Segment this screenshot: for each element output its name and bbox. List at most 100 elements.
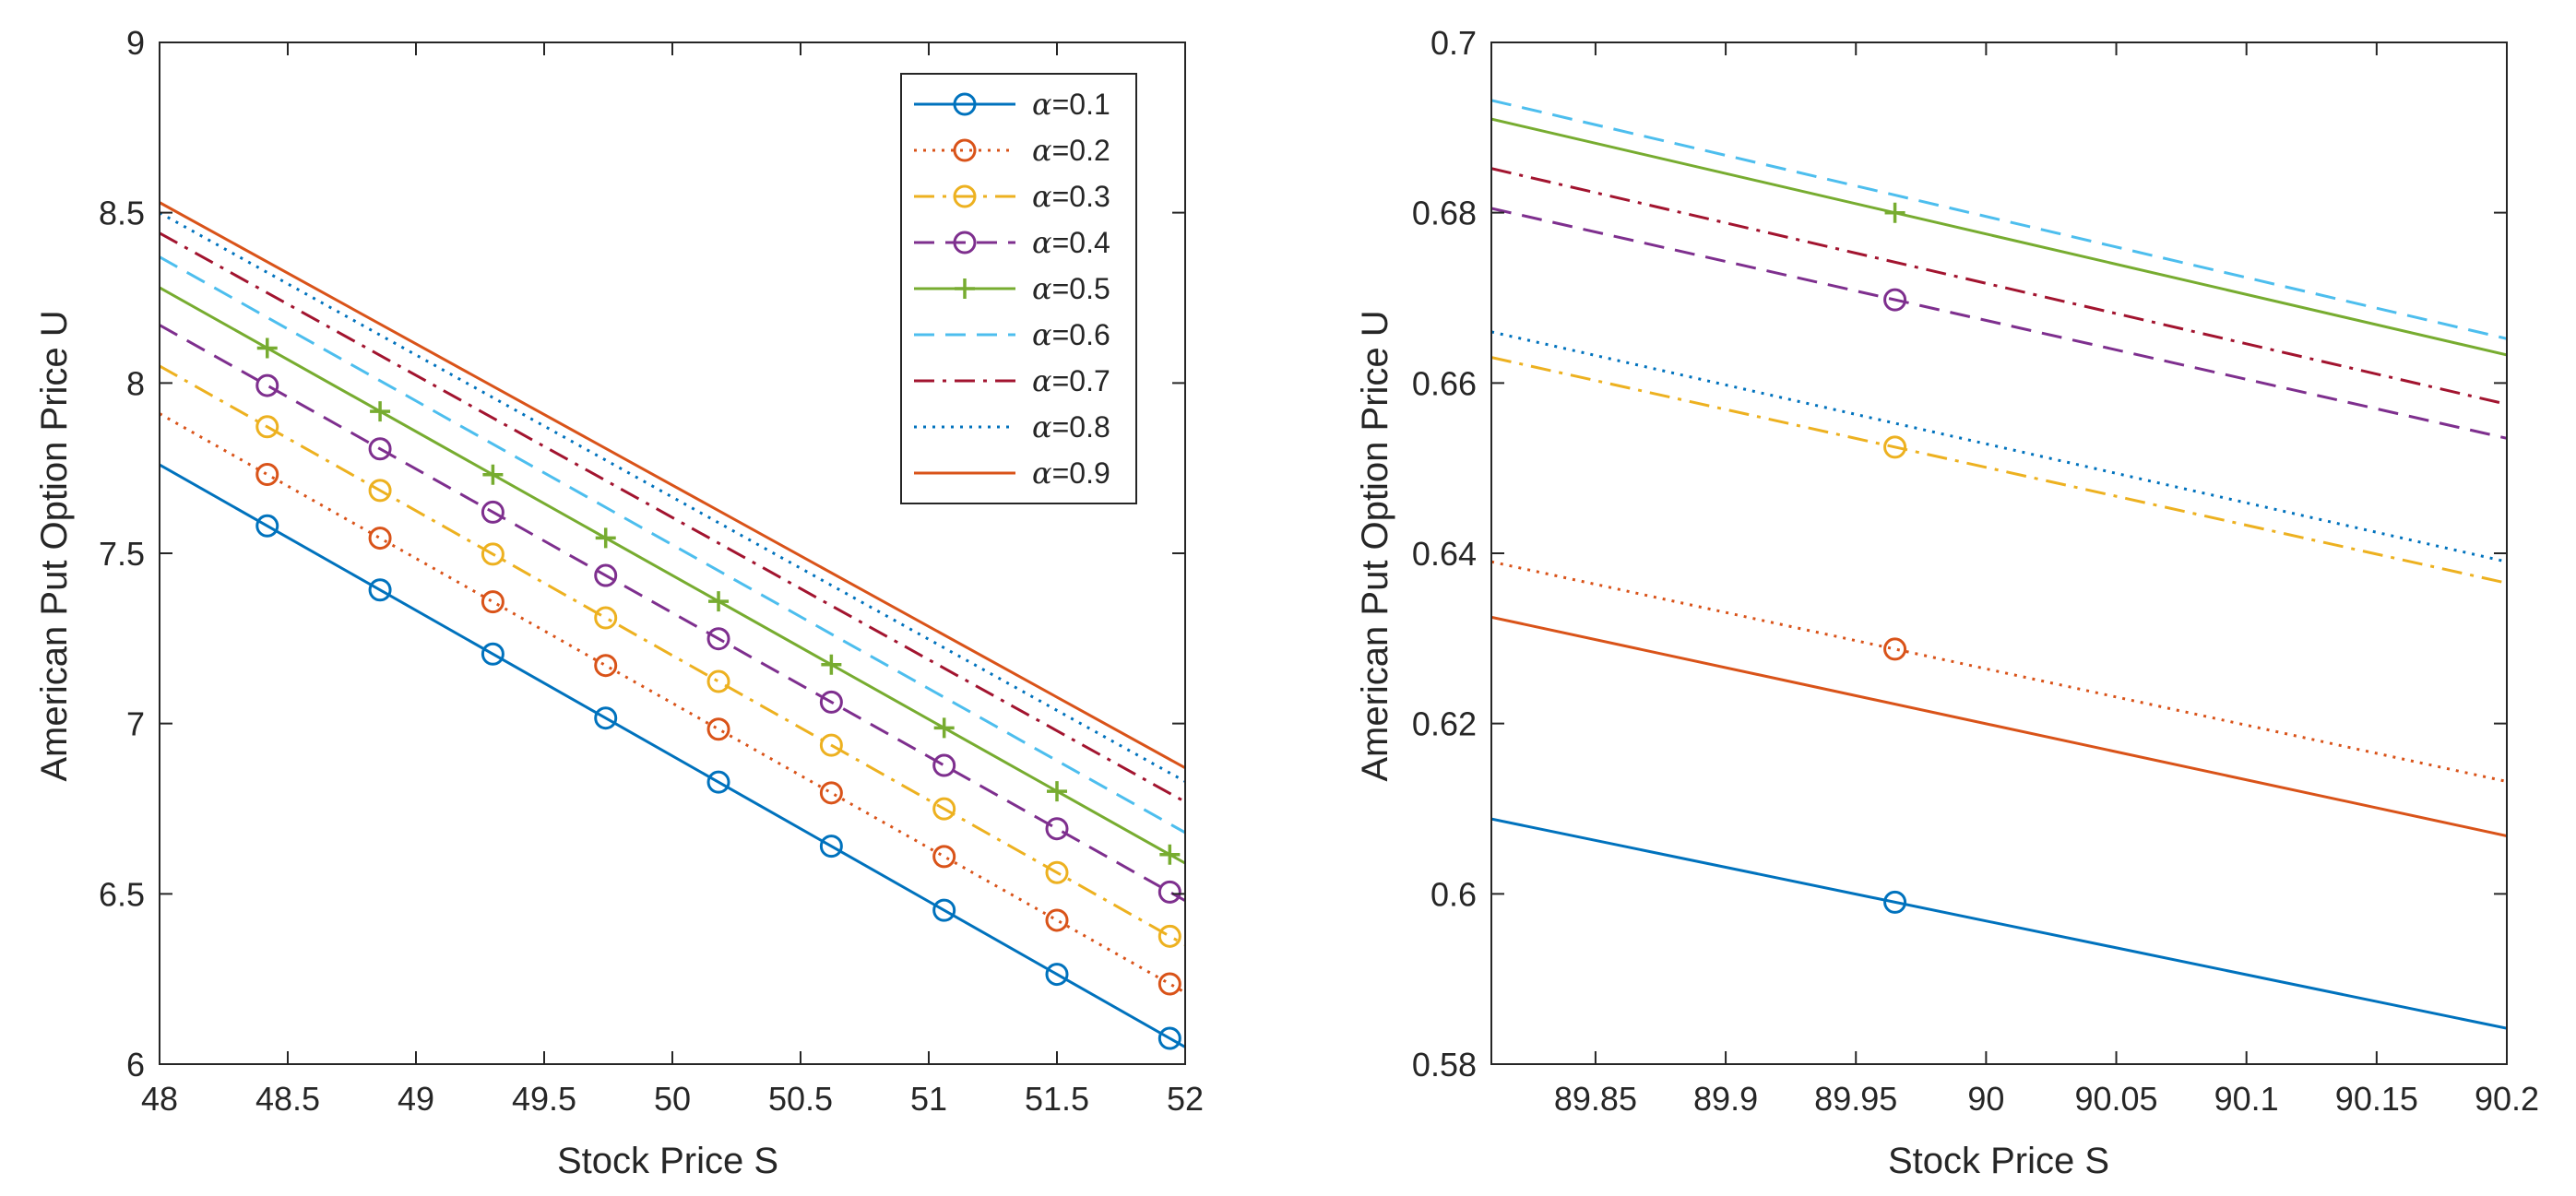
left-series-2-marker — [706, 717, 730, 741]
left-series-1-marker — [255, 514, 279, 538]
left-y-tick-label: 7.5 — [99, 535, 145, 573]
left-series-4-marker — [932, 753, 956, 777]
left-series-5-marker — [1159, 844, 1181, 865]
right-series-line-9 — [1491, 615, 2507, 837]
right-x-tick-label: 90.2 — [2475, 1080, 2539, 1118]
right-x-tick-label: 89.95 — [1814, 1080, 1897, 1118]
left-x-tick-label: 50 — [654, 1080, 691, 1118]
left-series-5-marker — [370, 401, 391, 422]
left-y-tick-label: 6 — [126, 1046, 145, 1084]
left-series-line-6 — [160, 255, 1185, 835]
legend-label-8: α=0.8 — [1032, 409, 1110, 444]
legend-marker-2 — [953, 138, 977, 162]
right-series-3-marker — [1883, 435, 1907, 459]
left-series-line-7 — [160, 231, 1185, 803]
left-series-1-marker — [1157, 1026, 1181, 1050]
right-chart-panel: 89.85 89.9 89.95 90 90.05 90.1 90.15 90.2 0.58 0.… — [1355, 24, 2539, 1181]
left-series-2-marker — [819, 781, 843, 805]
right-x-tick-label: 90.1 — [2214, 1080, 2279, 1118]
left-series-4-marker — [1045, 817, 1069, 841]
right-plot-area — [1491, 42, 2507, 1064]
left-series-line-1 — [160, 463, 1185, 1048]
right-series-line-4 — [1491, 207, 2507, 440]
right-x-tick-label: 90 — [1967, 1080, 2004, 1118]
right-series-line-1 — [1491, 817, 2507, 1030]
left-series-3-marker — [1045, 860, 1069, 884]
left-series-2-marker — [1157, 972, 1181, 996]
right-y-tick-label: 0.64 — [1412, 535, 1477, 573]
right-series-line-3 — [1491, 356, 2507, 585]
left-series-3-marker — [1157, 924, 1181, 948]
right-series-line-6 — [1491, 99, 2507, 340]
right-series-2-marker — [1883, 637, 1907, 661]
left-x-tick-label: 49 — [398, 1080, 434, 1118]
right-y-tick-label: 0.58 — [1412, 1046, 1477, 1084]
right-y-axis-label: American Put Option Price U — [1355, 310, 1395, 781]
right-x-axis-label: Stock Price S — [1888, 1141, 2109, 1181]
left-series-3-marker — [819, 733, 843, 757]
left-series-1-marker — [594, 706, 618, 730]
left-series-line-9 — [160, 201, 1185, 770]
legend-marker-3 — [953, 184, 977, 208]
left-y-tick-label: 7 — [126, 705, 145, 743]
left-x-axis-label: Stock Price S — [557, 1141, 778, 1181]
left-series-3-marker — [368, 479, 392, 503]
left-series-3-marker — [932, 797, 956, 821]
left-series-3-marker — [706, 669, 730, 693]
right-y-tick-label: 0.66 — [1412, 364, 1477, 402]
right-x-tick-label: 90.15 — [2335, 1080, 2418, 1118]
left-series-4-marker — [255, 373, 279, 397]
left-x-tick-label: 50.5 — [768, 1080, 833, 1118]
left-y-tick-label: 9 — [126, 24, 145, 62]
left-series-1-marker — [481, 642, 505, 666]
left-series-line-3 — [160, 364, 1185, 947]
left-series-5-marker — [933, 717, 955, 739]
left-series-2-marker — [255, 462, 279, 486]
left-series-3-marker — [594, 606, 618, 630]
legend-label-9: α=0.9 — [1032, 456, 1110, 491]
left-series-line-8 — [160, 211, 1185, 783]
right-series-line-8 — [1491, 330, 2507, 563]
legend-marker-4 — [953, 231, 977, 255]
left-series-1-marker — [368, 578, 392, 602]
left-series-5-marker — [1047, 781, 1067, 802]
left-series-2-marker — [932, 845, 956, 869]
left-x-tick-label: 48.5 — [255, 1080, 320, 1118]
left-series-2-marker — [368, 527, 392, 551]
left-y-tick-label: 6.5 — [99, 875, 145, 913]
left-series-2-marker — [594, 654, 618, 678]
left-y-tick-label: 8 — [126, 364, 145, 402]
left-series-5-marker — [708, 591, 730, 612]
left-series-4-marker — [819, 690, 843, 714]
right-y-tick-label: 0.68 — [1412, 195, 1477, 232]
left-y-tick-label: 8.5 — [99, 195, 145, 232]
legend: α=0.1 α=0.2 α=0.3 α=0.4 α=0.5 α=0.6 α=0.7 α=0.8… — [900, 73, 1137, 504]
left-x-tick-label: 48 — [141, 1080, 178, 1118]
left-series-1-marker — [706, 770, 730, 794]
left-x-tick-label: 51.5 — [1025, 1080, 1089, 1118]
right-series-line-5 — [1491, 117, 2507, 357]
left-series-1-marker — [819, 835, 843, 859]
right-y-tick-label: 0.62 — [1412, 705, 1477, 743]
legend-label-4: α=0.4 — [1032, 225, 1110, 260]
left-chart-panel: 48 48.5 49 49.5 50 50.5 51 51.5 52 6 6.5 7 7.5 8 8.5 9 α… — [34, 24, 1204, 1181]
left-series-4-marker — [368, 437, 392, 461]
legend-label-7: α=0.7 — [1032, 363, 1110, 398]
legend-marker-1 — [953, 92, 977, 116]
right-series-5-marker — [1884, 202, 1905, 223]
right-x-tick-label: 89.85 — [1554, 1080, 1637, 1118]
left-series-2-marker — [1045, 908, 1069, 932]
left-x-tick-label: 52 — [1167, 1080, 1204, 1118]
right-series-4-marker — [1883, 288, 1907, 312]
right-series-1-marker — [1883, 890, 1907, 914]
right-y-tick-label: 0.6 — [1430, 875, 1477, 913]
right-series-line-7 — [1491, 167, 2507, 406]
left-series-line-4 — [160, 324, 1185, 903]
legend-label-1: α=0.1 — [1032, 87, 1110, 122]
left-series-4-marker — [706, 627, 730, 651]
left-series-line-2 — [160, 412, 1185, 994]
left-series-5-marker — [256, 337, 278, 359]
left-series-4-marker — [594, 563, 618, 587]
left-x-tick-label: 51 — [910, 1080, 947, 1118]
